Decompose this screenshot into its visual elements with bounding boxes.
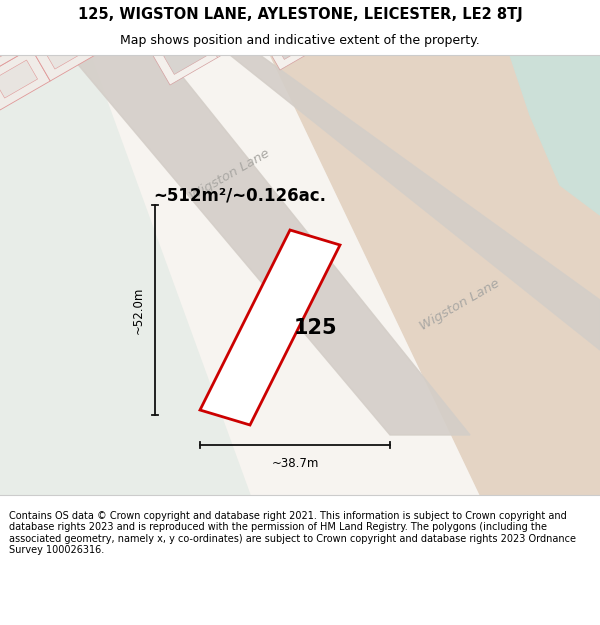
Polygon shape — [182, 0, 248, 28]
Polygon shape — [263, 12, 328, 70]
Polygon shape — [12, 0, 82, 48]
Polygon shape — [164, 38, 206, 74]
Polygon shape — [25, 0, 69, 36]
Polygon shape — [256, 0, 299, 29]
Polygon shape — [274, 22, 316, 59]
Polygon shape — [295, 0, 361, 2]
Text: 125, WIGSTON LANE, AYLESTONE, LEICESTER, LE2 8TJ: 125, WIGSTON LANE, AYLESTONE, LEICESTER,… — [77, 8, 523, 22]
Polygon shape — [131, 0, 201, 23]
Polygon shape — [259, 0, 302, 19]
Polygon shape — [0, 60, 38, 98]
Polygon shape — [304, 0, 346, 2]
Polygon shape — [227, 0, 293, 9]
Polygon shape — [369, 0, 412, 4]
Polygon shape — [145, 0, 188, 11]
Polygon shape — [70, 55, 470, 435]
Polygon shape — [0, 48, 50, 110]
Polygon shape — [44, 31, 88, 69]
Polygon shape — [200, 0, 265, 58]
Polygon shape — [230, 55, 600, 350]
Text: 125: 125 — [293, 318, 337, 338]
Polygon shape — [82, 0, 151, 52]
Polygon shape — [135, 0, 200, 55]
Polygon shape — [322, 0, 364, 32]
Polygon shape — [200, 230, 340, 425]
Polygon shape — [146, 8, 189, 44]
Polygon shape — [94, 2, 138, 40]
Text: ~38.7m: ~38.7m — [271, 457, 319, 470]
Polygon shape — [0, 15, 31, 77]
Text: Wigston Lane: Wigston Lane — [188, 147, 272, 203]
Polygon shape — [358, 0, 423, 15]
Polygon shape — [0, 0, 62, 15]
Text: ~512m²/~0.126ac.: ~512m²/~0.126ac. — [153, 186, 326, 204]
Polygon shape — [129, 0, 172, 14]
Polygon shape — [0, 55, 250, 495]
Polygon shape — [0, 0, 12, 44]
Polygon shape — [31, 19, 100, 81]
Text: Map shows position and indicative extent of the property.: Map shows position and indicative extent… — [120, 34, 480, 47]
Text: ~52.0m: ~52.0m — [132, 286, 145, 334]
Polygon shape — [510, 55, 600, 215]
Polygon shape — [6, 0, 50, 3]
Polygon shape — [62, 0, 131, 19]
Polygon shape — [310, 0, 375, 42]
Polygon shape — [248, 0, 313, 30]
Polygon shape — [270, 55, 600, 495]
Polygon shape — [0, 27, 19, 65]
Polygon shape — [245, 0, 310, 40]
Polygon shape — [211, 10, 254, 47]
Text: Wigston Lane: Wigston Lane — [418, 277, 502, 333]
Polygon shape — [118, 0, 182, 24]
Polygon shape — [194, 0, 236, 17]
Polygon shape — [152, 28, 218, 85]
Polygon shape — [75, 0, 119, 7]
Polygon shape — [293, 0, 358, 12]
Text: Contains OS data © Crown copyright and database right 2021. This information is : Contains OS data © Crown copyright and d… — [9, 511, 576, 556]
